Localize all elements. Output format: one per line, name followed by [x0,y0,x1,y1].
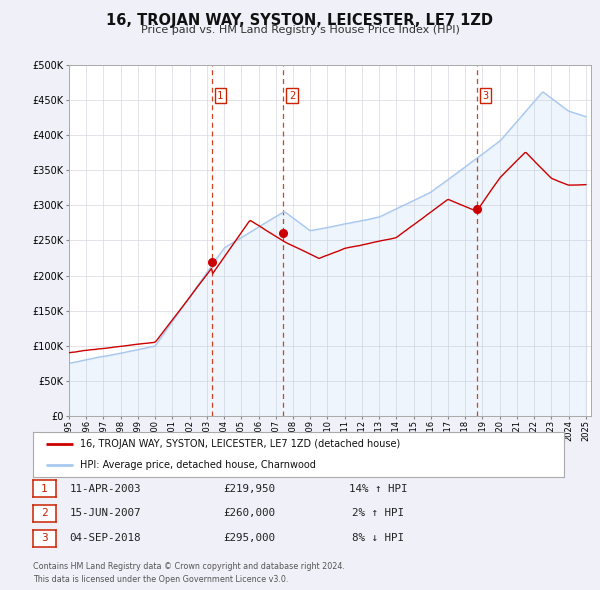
Text: 3: 3 [482,91,488,101]
Text: 16, TROJAN WAY, SYSTON, LEICESTER, LE7 1ZD: 16, TROJAN WAY, SYSTON, LEICESTER, LE7 1… [107,13,493,28]
Text: £295,000: £295,000 [223,533,275,543]
Text: 2% ↑ HPI: 2% ↑ HPI [352,509,404,518]
Text: 3: 3 [41,533,48,543]
Text: 2: 2 [41,509,48,518]
Text: Price paid vs. HM Land Registry's House Price Index (HPI): Price paid vs. HM Land Registry's House … [140,25,460,35]
Text: HPI: Average price, detached house, Charnwood: HPI: Average price, detached house, Char… [80,460,316,470]
Text: 1: 1 [41,484,48,493]
Text: 16, TROJAN WAY, SYSTON, LEICESTER, LE7 1ZD (detached house): 16, TROJAN WAY, SYSTON, LEICESTER, LE7 1… [80,439,400,449]
Text: 1: 1 [217,91,223,101]
Text: 8% ↓ HPI: 8% ↓ HPI [352,533,404,543]
Text: £260,000: £260,000 [223,509,275,518]
Text: 14% ↑ HPI: 14% ↑ HPI [349,484,407,493]
Text: This data is licensed under the Open Government Licence v3.0.: This data is licensed under the Open Gov… [33,575,289,584]
Text: 15-JUN-2007: 15-JUN-2007 [69,509,141,518]
Text: 2: 2 [289,91,295,101]
Text: £219,950: £219,950 [223,484,275,493]
Text: Contains HM Land Registry data © Crown copyright and database right 2024.: Contains HM Land Registry data © Crown c… [33,562,345,571]
Text: 11-APR-2003: 11-APR-2003 [69,484,141,493]
Text: 04-SEP-2018: 04-SEP-2018 [69,533,141,543]
